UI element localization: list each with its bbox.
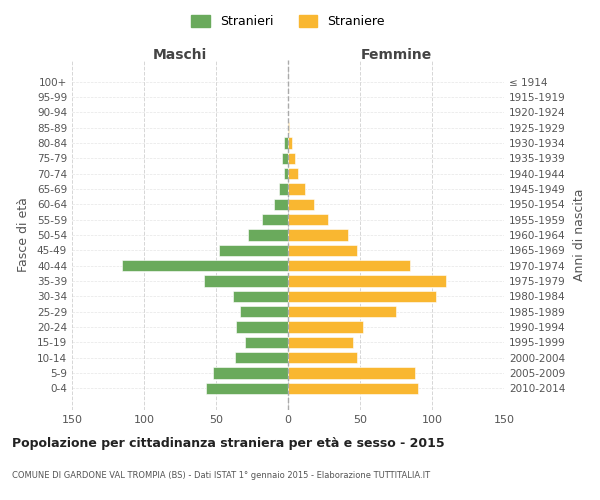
Bar bbox=[248, 229, 288, 241]
Bar bbox=[280, 183, 288, 194]
Bar bbox=[288, 290, 436, 302]
Bar bbox=[288, 137, 292, 148]
Bar bbox=[213, 368, 288, 379]
Bar bbox=[284, 137, 288, 148]
Bar bbox=[236, 322, 288, 333]
Bar bbox=[288, 382, 418, 394]
Bar bbox=[288, 183, 305, 194]
Bar bbox=[122, 260, 288, 272]
Bar bbox=[288, 352, 357, 364]
Bar bbox=[288, 322, 363, 333]
Bar bbox=[288, 214, 328, 226]
Legend: Stranieri, Straniere: Stranieri, Straniere bbox=[186, 10, 390, 34]
Bar bbox=[288, 276, 446, 287]
Bar bbox=[233, 290, 288, 302]
Bar bbox=[245, 336, 288, 348]
Bar bbox=[205, 276, 288, 287]
Bar bbox=[262, 214, 288, 226]
Bar bbox=[206, 382, 288, 394]
Bar bbox=[219, 244, 288, 256]
Bar bbox=[288, 260, 410, 272]
Y-axis label: Fasce di età: Fasce di età bbox=[17, 198, 30, 272]
Bar bbox=[288, 306, 396, 318]
Bar bbox=[282, 152, 288, 164]
Bar bbox=[288, 152, 295, 164]
Bar bbox=[288, 336, 353, 348]
Bar bbox=[288, 244, 357, 256]
Bar bbox=[288, 168, 298, 179]
Text: Maschi: Maschi bbox=[153, 48, 207, 62]
Bar bbox=[235, 352, 288, 364]
Text: Popolazione per cittadinanza straniera per età e sesso - 2015: Popolazione per cittadinanza straniera p… bbox=[12, 438, 445, 450]
Bar bbox=[288, 122, 289, 134]
Bar bbox=[288, 198, 314, 210]
Bar bbox=[241, 306, 288, 318]
Y-axis label: Anni di nascita: Anni di nascita bbox=[572, 188, 586, 281]
Bar bbox=[274, 198, 288, 210]
Text: Femmine: Femmine bbox=[361, 48, 431, 62]
Bar bbox=[288, 229, 349, 241]
Text: COMUNE DI GARDONE VAL TROMPIA (BS) - Dati ISTAT 1° gennaio 2015 - Elaborazione T: COMUNE DI GARDONE VAL TROMPIA (BS) - Dat… bbox=[12, 470, 430, 480]
Bar bbox=[288, 368, 415, 379]
Bar bbox=[284, 168, 288, 179]
